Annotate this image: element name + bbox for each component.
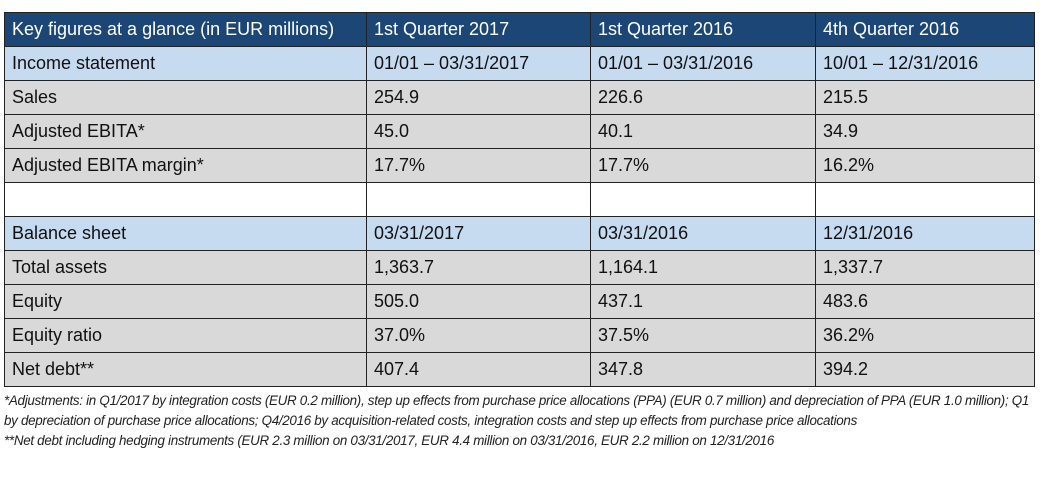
value-cell: 40.1 xyxy=(590,114,816,149)
value-cell: 03/31/2017 xyxy=(366,216,591,251)
value-cell: 1,337.7 xyxy=(815,250,1035,285)
row-label: Sales xyxy=(4,80,367,115)
value-cell: 394.2 xyxy=(815,352,1035,387)
row-label xyxy=(4,182,367,217)
key-figures-table: Key figures at a glance (in EUR millions… xyxy=(4,12,1035,387)
value-cell: 347.8 xyxy=(590,352,816,387)
value-cell: 17.7% xyxy=(366,148,591,183)
spacer-row xyxy=(4,182,1035,217)
footnote-net-debt: **Net debt including hedging instruments… xyxy=(4,433,774,448)
row-label: Balance sheet xyxy=(4,216,367,251)
value-cell: 03/31/2016 xyxy=(590,216,816,251)
value-cell: 215.5 xyxy=(815,80,1035,115)
value-cell xyxy=(366,182,591,217)
value-cell: 36.2% xyxy=(815,318,1035,353)
value-cell: 1,363.7 xyxy=(366,250,591,285)
value-cell: 01/01 – 03/31/2017 xyxy=(366,46,591,81)
section-row: Balance sheet 03/31/2017 03/31/2016 12/31/2… xyxy=(4,216,1035,251)
value-cell xyxy=(590,182,816,217)
value-cell: 37.0% xyxy=(366,318,591,353)
row-label: Equity xyxy=(4,284,367,319)
value-cell xyxy=(815,182,1035,217)
value-cell: 17.7% xyxy=(590,148,816,183)
section-row: Income statement 01/01 – 03/31/2017 01/01 … xyxy=(4,46,1035,81)
row-label: Adjusted EBITA margin* xyxy=(4,148,367,183)
value-cell: 37.5% xyxy=(590,318,816,353)
value-cell: 483.6 xyxy=(815,284,1035,319)
value-cell: 254.9 xyxy=(366,80,591,115)
header-row: Key figures at a glance (in EUR millions… xyxy=(4,12,1035,47)
footnotes: *Adjustments: in Q1/2017 by integration … xyxy=(4,391,1040,451)
value-cell: 1,164.1 xyxy=(590,250,816,285)
value-cell: 226.6 xyxy=(590,80,816,115)
table-row: Equity 505.0 437.1 483.6 xyxy=(4,284,1035,319)
row-label: Net debt** xyxy=(4,352,367,387)
table-row: Net debt** 407.4 347.8 394.2 xyxy=(4,352,1035,387)
footnote-adjustments: *Adjustments: in Q1/2017 by integration … xyxy=(4,393,1030,428)
row-label: Income statement xyxy=(4,46,367,81)
value-cell: 01/01 – 03/31/2016 xyxy=(590,46,816,81)
value-cell: 10/01 – 12/31/2016 xyxy=(815,46,1035,81)
table-row: Adjusted EBITA margin* 17.7% 17.7% 16.2% xyxy=(4,148,1035,183)
header-cell: 1st Quarter 2017 xyxy=(366,12,591,47)
row-label: Equity ratio xyxy=(4,318,367,353)
value-cell: 34.9 xyxy=(815,114,1035,149)
row-label: Adjusted EBITA* xyxy=(4,114,367,149)
value-cell: 437.1 xyxy=(590,284,816,319)
table-row: Sales 254.9 226.6 215.5 xyxy=(4,80,1035,115)
table-row: Adjusted EBITA* 45.0 40.1 34.9 xyxy=(4,114,1035,149)
value-cell: 45.0 xyxy=(366,114,591,149)
table-row: Total assets 1,363.7 1,164.1 1,337.7 xyxy=(4,250,1035,285)
row-label: Total assets xyxy=(4,250,367,285)
header-cell: Key figures at a glance (in EUR millions… xyxy=(4,12,367,47)
header-cell: 1st Quarter 2016 xyxy=(590,12,816,47)
table-row: Equity ratio 37.0% 37.5% 36.2% xyxy=(4,318,1035,353)
value-cell: 12/31/2016 xyxy=(815,216,1035,251)
value-cell: 16.2% xyxy=(815,148,1035,183)
value-cell: 505.0 xyxy=(366,284,591,319)
value-cell: 407.4 xyxy=(366,352,591,387)
header-cell: 4th Quarter 2016 xyxy=(815,12,1035,47)
